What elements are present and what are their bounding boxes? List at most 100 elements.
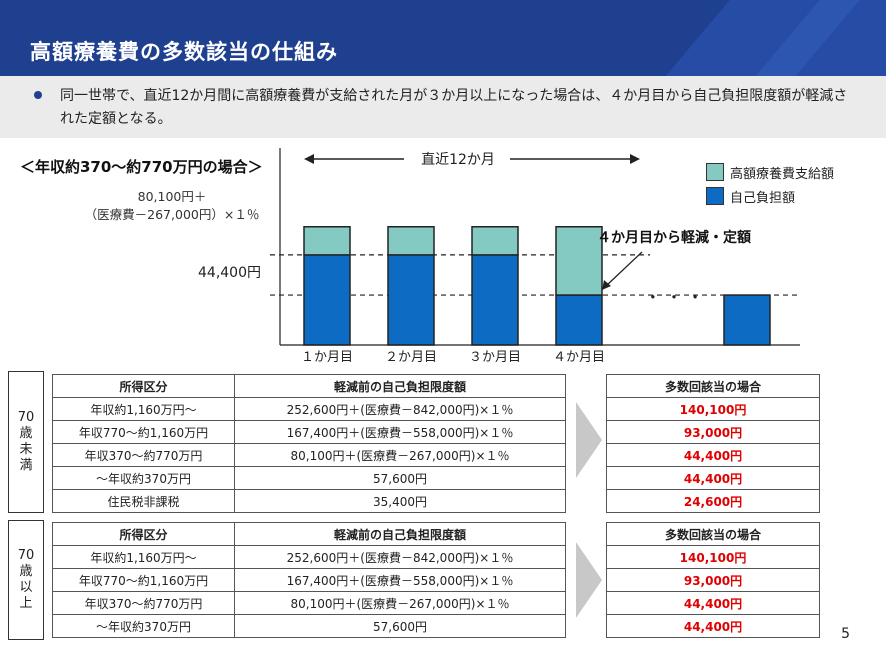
- bar-benefit: [471, 226, 519, 256]
- result-header: 多数回該当の場合: [606, 522, 820, 546]
- limit-cell: 80,100円＋(医療費－267,000円)×１％: [234, 443, 566, 467]
- income-cell: 年収約1,160万円～: [52, 545, 235, 569]
- table-row: 140,100円: [606, 397, 820, 421]
- table-row: 年収770～約1,160万円 167,400円＋(医療費－558,000円)×１％: [52, 420, 566, 444]
- result-cell: 44,400円: [606, 466, 820, 490]
- table-header: 所得区分: [52, 374, 235, 398]
- income-cell: 年収約1,160万円～: [52, 397, 235, 421]
- table-row: 年収370～約770万円 80,100円＋(医療費－267,000円)×１％: [52, 591, 566, 615]
- result-cell: 44,400円: [606, 443, 820, 467]
- bar-benefit: [387, 226, 435, 256]
- result-cell: 93,000円: [606, 420, 820, 444]
- reference-line-label-upper: 80,100円＋ （医療費－267,000円）×１％: [72, 188, 272, 224]
- table-row: 24,600円: [606, 489, 820, 513]
- table-row: 住民税非課税 35,400円: [52, 489, 566, 513]
- result-table-under70: 多数回該当の場合 140,100円 93,000円 44,400円 44,400…: [606, 374, 820, 513]
- result-cell: 140,100円: [606, 397, 820, 421]
- slide-header: 高額療養費の多数該当の仕組み: [0, 0, 886, 76]
- legend-label: 自己負担額: [730, 190, 796, 206]
- legend-item: 高額療養費支給額: [706, 160, 834, 184]
- limit-cell: 252,600円＋(医療費－842,000円)×１％: [234, 397, 566, 421]
- income-cell: ～年収約370万円: [52, 614, 235, 638]
- result-cell: 93,000円: [606, 568, 820, 592]
- arrow-right-icon: [576, 542, 602, 618]
- income-cell: 年収370～約770万円: [52, 443, 235, 467]
- summary-text: 同一世帯で、直近12か月間に高額療養費が支給された月が３か月以上になった場合は、…: [60, 88, 848, 127]
- bar-self-pay: [555, 294, 603, 346]
- bullet-icon: [34, 91, 42, 99]
- income-cell: 年収770～約1,160万円: [52, 420, 235, 444]
- legend-item: 自己負担額: [706, 184, 834, 208]
- x-tick-label: ２か月目: [385, 350, 437, 365]
- group-label-char: 歳: [19, 426, 33, 441]
- bar-chart: １か月目 ２か月目 ３か月目 ４か月目 直近12か月・ ・ ・ ４か月目から軽減・定額: [270, 148, 800, 365]
- table-row: 44,400円: [606, 466, 820, 490]
- arrow-right-icon: [576, 402, 602, 478]
- group-label-char: 以: [19, 580, 33, 595]
- result-table-over70: 多数回該当の場合 140,100円 93,000円 44,400円 44,400…: [606, 522, 820, 638]
- table-row: ～年収約370万円 57,600円: [52, 466, 566, 490]
- limit-cell: 167,400円＋(医療費－558,000円)×１％: [234, 420, 566, 444]
- result-cell: 44,400円: [606, 614, 820, 638]
- table-row: 年収370～約770万円 80,100円＋(医療費－267,000円)×１％: [52, 443, 566, 467]
- bar-self-pay: [387, 254, 435, 346]
- limit-cell: 252,600円＋(医療費－842,000円)×１％: [234, 545, 566, 569]
- income-cell: ～年収約370万円: [52, 466, 235, 490]
- ellipsis: ・ ・ ・: [645, 288, 703, 307]
- bar-self-pay: [723, 294, 771, 346]
- income-cell: 年収370～約770万円: [52, 591, 235, 615]
- table-header: 軽減前の自己負担限度額: [234, 374, 566, 398]
- arrow-right-icon: [630, 154, 640, 164]
- chart-legend: 高額療養費支給額 自己負担額: [706, 160, 834, 208]
- limit-cell: 80,100円＋(医療費－267,000円)×１％: [234, 591, 566, 615]
- limit-cell: 35,400円: [234, 489, 566, 513]
- group-label-under70: 70 歳 未 満: [8, 371, 44, 513]
- annotation-text: ４か月目から軽減・定額: [597, 229, 751, 246]
- bar-benefit: [303, 226, 351, 256]
- table-row: ～年収約370万円 57,600円: [52, 614, 566, 638]
- income-cell: 年収770～約1,160万円: [52, 568, 235, 592]
- period-label: 直近12か月: [421, 151, 495, 168]
- limit-cell: 167,400円＋(医療費－558,000円)×１％: [234, 568, 566, 592]
- group-label-char: 歳: [19, 564, 33, 579]
- group-label-over70: 70 歳 以 上: [8, 520, 44, 640]
- annotation-pointer-line: [605, 251, 643, 287]
- table-row: 140,100円: [606, 545, 820, 569]
- group-label-char: 満: [19, 458, 33, 473]
- chart-condition-label: ＜年収約370～約770万円の場合＞: [20, 158, 263, 176]
- group-label-char: 未: [19, 442, 33, 457]
- table-row: 年収約1,160万円～ 252,600円＋(医療費－842,000円)×１％: [52, 545, 566, 569]
- result-cell: 140,100円: [606, 545, 820, 569]
- income-cell: 住民税非課税: [52, 489, 235, 513]
- legend-swatch-teal: [706, 163, 724, 181]
- table-header: 所得区分: [52, 522, 235, 546]
- table-row: 44,400円: [606, 443, 820, 467]
- group-label-char: 上: [19, 596, 33, 611]
- table-under70: 所得区分 軽減前の自己負担限度額 年収約1,160万円～ 252,600円＋(医療…: [52, 374, 566, 513]
- formula-line2: （医療費－267,000円）×１％: [84, 207, 260, 222]
- x-tick-label: ３か月目: [469, 350, 521, 365]
- limit-cell: 57,600円: [234, 614, 566, 638]
- arrow-left-icon: [304, 154, 314, 164]
- x-tick-label: １か月目: [301, 350, 353, 365]
- legend-label: 高額療養費支給額: [730, 166, 835, 182]
- x-tick-label: ４か月目: [553, 350, 605, 365]
- page-title: 高額療養費の多数該当の仕組み: [30, 40, 338, 64]
- table-row: 44,400円: [606, 614, 820, 638]
- table-over70: 所得区分 軽減前の自己負担限度額 年収約1,160万円～ 252,600円＋(医療…: [52, 522, 566, 638]
- reference-line-label-lower: 44,400円: [198, 265, 261, 281]
- group-label-char: 70: [17, 410, 35, 425]
- table-row: 44,400円: [606, 591, 820, 615]
- bar-self-pay: [303, 254, 351, 346]
- table-row: 93,000円: [606, 568, 820, 592]
- legend-swatch-blue: [706, 187, 724, 205]
- table-row: 93,000円: [606, 420, 820, 444]
- table-header: 軽減前の自己負担限度額: [234, 522, 566, 546]
- result-cell: 44,400円: [606, 591, 820, 615]
- table-row: 年収約1,160万円～ 252,600円＋(医療費－842,000円)×１％: [52, 397, 566, 421]
- table-row: 年収770～約1,160万円 167,400円＋(医療費－558,000円)×１％: [52, 568, 566, 592]
- group-label-char: 70: [17, 548, 35, 563]
- bar-benefit: [555, 226, 603, 296]
- arrow-pointer-icon: [602, 280, 611, 290]
- formula-line1: 80,100円＋: [137, 189, 207, 204]
